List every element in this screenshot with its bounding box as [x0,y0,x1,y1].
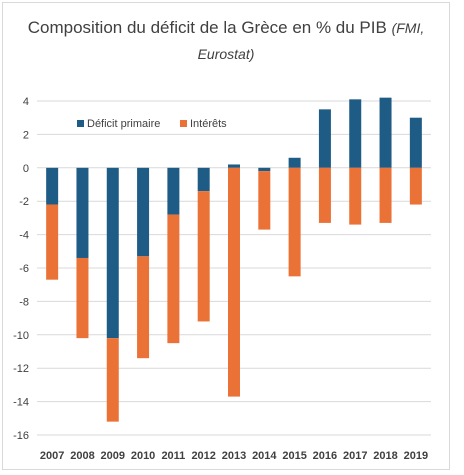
bar-deficit-primaire [137,167,150,257]
bar-deficit-primaire [349,99,362,168]
bar-deficit-primaire [288,157,301,168]
stacked-bar-chart: 4 2 0 -2 -4 -6 -8 -10 -12 -14 -16 2007 2008 2009 2010 2… [13,96,431,462]
x-tick-label: 2016 [313,450,337,462]
bar-deficit-primaire [167,167,180,215]
y-tick-label: -16 [13,430,29,442]
y-tick-label: -14 [13,397,29,409]
y-tick-label: -12 [13,363,29,375]
bar-interets [409,167,422,205]
bar-interets [288,167,301,277]
bar-deficit-primaire [258,167,271,172]
legend-swatch [77,120,84,127]
chart-title: Composition du déficit de la Grèce en % … [3,15,449,67]
bar-deficit-primaire [197,167,210,192]
x-tick-label: 2013 [222,450,246,462]
bar-interets [106,338,119,422]
legend-label: Intérêts [190,118,227,130]
chart-frame: Composition du déficit de la Grèce en % … [2,2,450,470]
y-tick-label: -4 [19,230,29,242]
bar-interets [197,191,210,322]
y-tick-label: -2 [19,196,29,208]
y-tick-label: 0 [23,163,29,175]
x-tick-label: 2008 [70,450,94,462]
legend-label: Déficit primaire [87,118,160,130]
chart-subtitle: (FMI, Eurostat) [197,20,425,62]
bar-interets [318,167,331,223]
bar-deficit-primaire [318,109,331,168]
bar-deficit-primaire [379,97,392,168]
x-tick-label: 2010 [131,450,155,462]
bar-interets [167,214,180,344]
bar-interets [228,167,240,397]
y-tick-label: 4 [23,96,29,108]
bar-deficit-primaire [409,117,422,168]
x-tick-label: 2011 [161,450,185,462]
bar-deficit-primaire [46,167,59,205]
bar-interets [46,204,59,280]
y-tick-label: -8 [19,296,29,308]
x-tick-label: 2007 [40,450,64,462]
x-tick-label: 2017 [343,450,367,462]
y-tick-label: -6 [19,263,29,275]
x-tick-label: 2019 [404,450,428,462]
x-tick-label: 2015 [282,450,306,462]
legend-swatch [180,120,187,127]
bar-deficit-primaire [228,164,240,168]
bar-interets [137,256,150,359]
bar-interets [258,171,271,230]
bar-interets [76,257,89,339]
bar-deficit-primaire [76,167,89,258]
y-tick-label: 2 [23,129,29,141]
chart-title-text: Composition du déficit de la Grèce en % … [27,18,387,37]
bar-interets [379,167,392,223]
x-tick-label: 2014 [252,450,277,462]
y-tick-label: -10 [13,330,29,342]
bar-deficit-primaire [106,167,119,339]
x-tick-label: 2012 [191,450,215,462]
bar-interets [349,167,362,225]
x-tick-label: 2018 [373,450,397,462]
x-tick-label: 2009 [101,450,125,462]
